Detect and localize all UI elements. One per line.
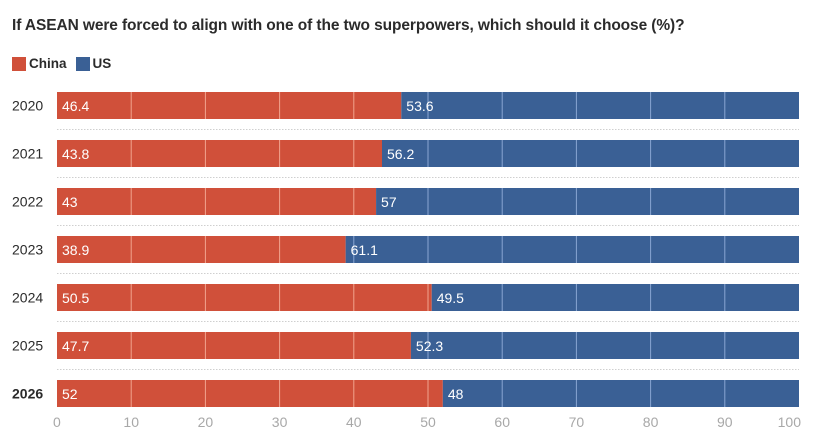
x-tick-label: 100 xyxy=(778,414,802,430)
year-label: 2020 xyxy=(12,98,43,114)
data-label-china: 47.7 xyxy=(62,338,89,354)
bar-segment-china xyxy=(57,140,382,167)
legend-swatch-us xyxy=(75,56,90,71)
legend-label-us: US xyxy=(92,56,112,71)
year-label: 2021 xyxy=(12,146,43,162)
bar-segment-us xyxy=(381,140,799,167)
data-label-china: 43 xyxy=(62,194,78,210)
legend-swatch-china xyxy=(12,56,26,71)
year-label: 2025 xyxy=(12,338,43,354)
year-label: 2026 xyxy=(12,386,43,402)
data-label-china: 38.9 xyxy=(62,242,89,258)
x-tick-label: 60 xyxy=(494,414,510,430)
x-tick-label: 50 xyxy=(420,414,436,430)
bar-segment-us xyxy=(401,92,799,119)
data-label-us: 57 xyxy=(381,194,397,210)
bar-segment-china xyxy=(57,284,432,311)
data-label-china: 52 xyxy=(62,386,78,402)
bar-segment-us xyxy=(431,284,799,311)
x-tick-label: 0 xyxy=(53,414,61,430)
legend-item-china: China xyxy=(12,56,67,71)
x-tick-label: 40 xyxy=(346,414,362,430)
legend-label-china: China xyxy=(29,56,67,71)
bar-segment-us xyxy=(345,236,799,263)
data-label-us: 49.5 xyxy=(437,290,464,306)
x-tick-label: 80 xyxy=(643,414,659,430)
legend: China US xyxy=(12,56,120,71)
bar-segment-china xyxy=(57,188,377,215)
bar-segment-china xyxy=(57,332,411,359)
bar-segment-us xyxy=(442,380,799,407)
data-label-us: 52.3 xyxy=(416,338,443,354)
bar-segment-us xyxy=(376,188,799,215)
data-label-us: 61.1 xyxy=(351,242,378,258)
x-tick-label: 90 xyxy=(717,414,733,430)
data-label-us: 56.2 xyxy=(387,146,414,162)
data-label-us: 53.6 xyxy=(406,98,433,114)
bar-segment-china xyxy=(57,236,346,263)
x-tick-label: 20 xyxy=(198,414,214,430)
year-label: 2024 xyxy=(12,290,43,306)
bar-segment-china xyxy=(57,92,402,119)
data-label-china: 46.4 xyxy=(62,98,89,114)
data-label-china: 50.5 xyxy=(62,290,89,306)
x-tick-label: 10 xyxy=(123,414,139,430)
bar-segment-china xyxy=(57,380,443,407)
x-tick-label: 30 xyxy=(272,414,288,430)
x-tick-label: 70 xyxy=(569,414,585,430)
bar-segment-us xyxy=(410,332,799,359)
data-label-china: 43.8 xyxy=(62,146,89,162)
legend-item-us: US xyxy=(75,56,112,71)
chart-title: If ASEAN were forced to align with one o… xyxy=(12,17,685,34)
year-label: 2023 xyxy=(12,242,43,258)
year-label: 2022 xyxy=(12,194,43,210)
data-label-us: 48 xyxy=(448,386,464,402)
